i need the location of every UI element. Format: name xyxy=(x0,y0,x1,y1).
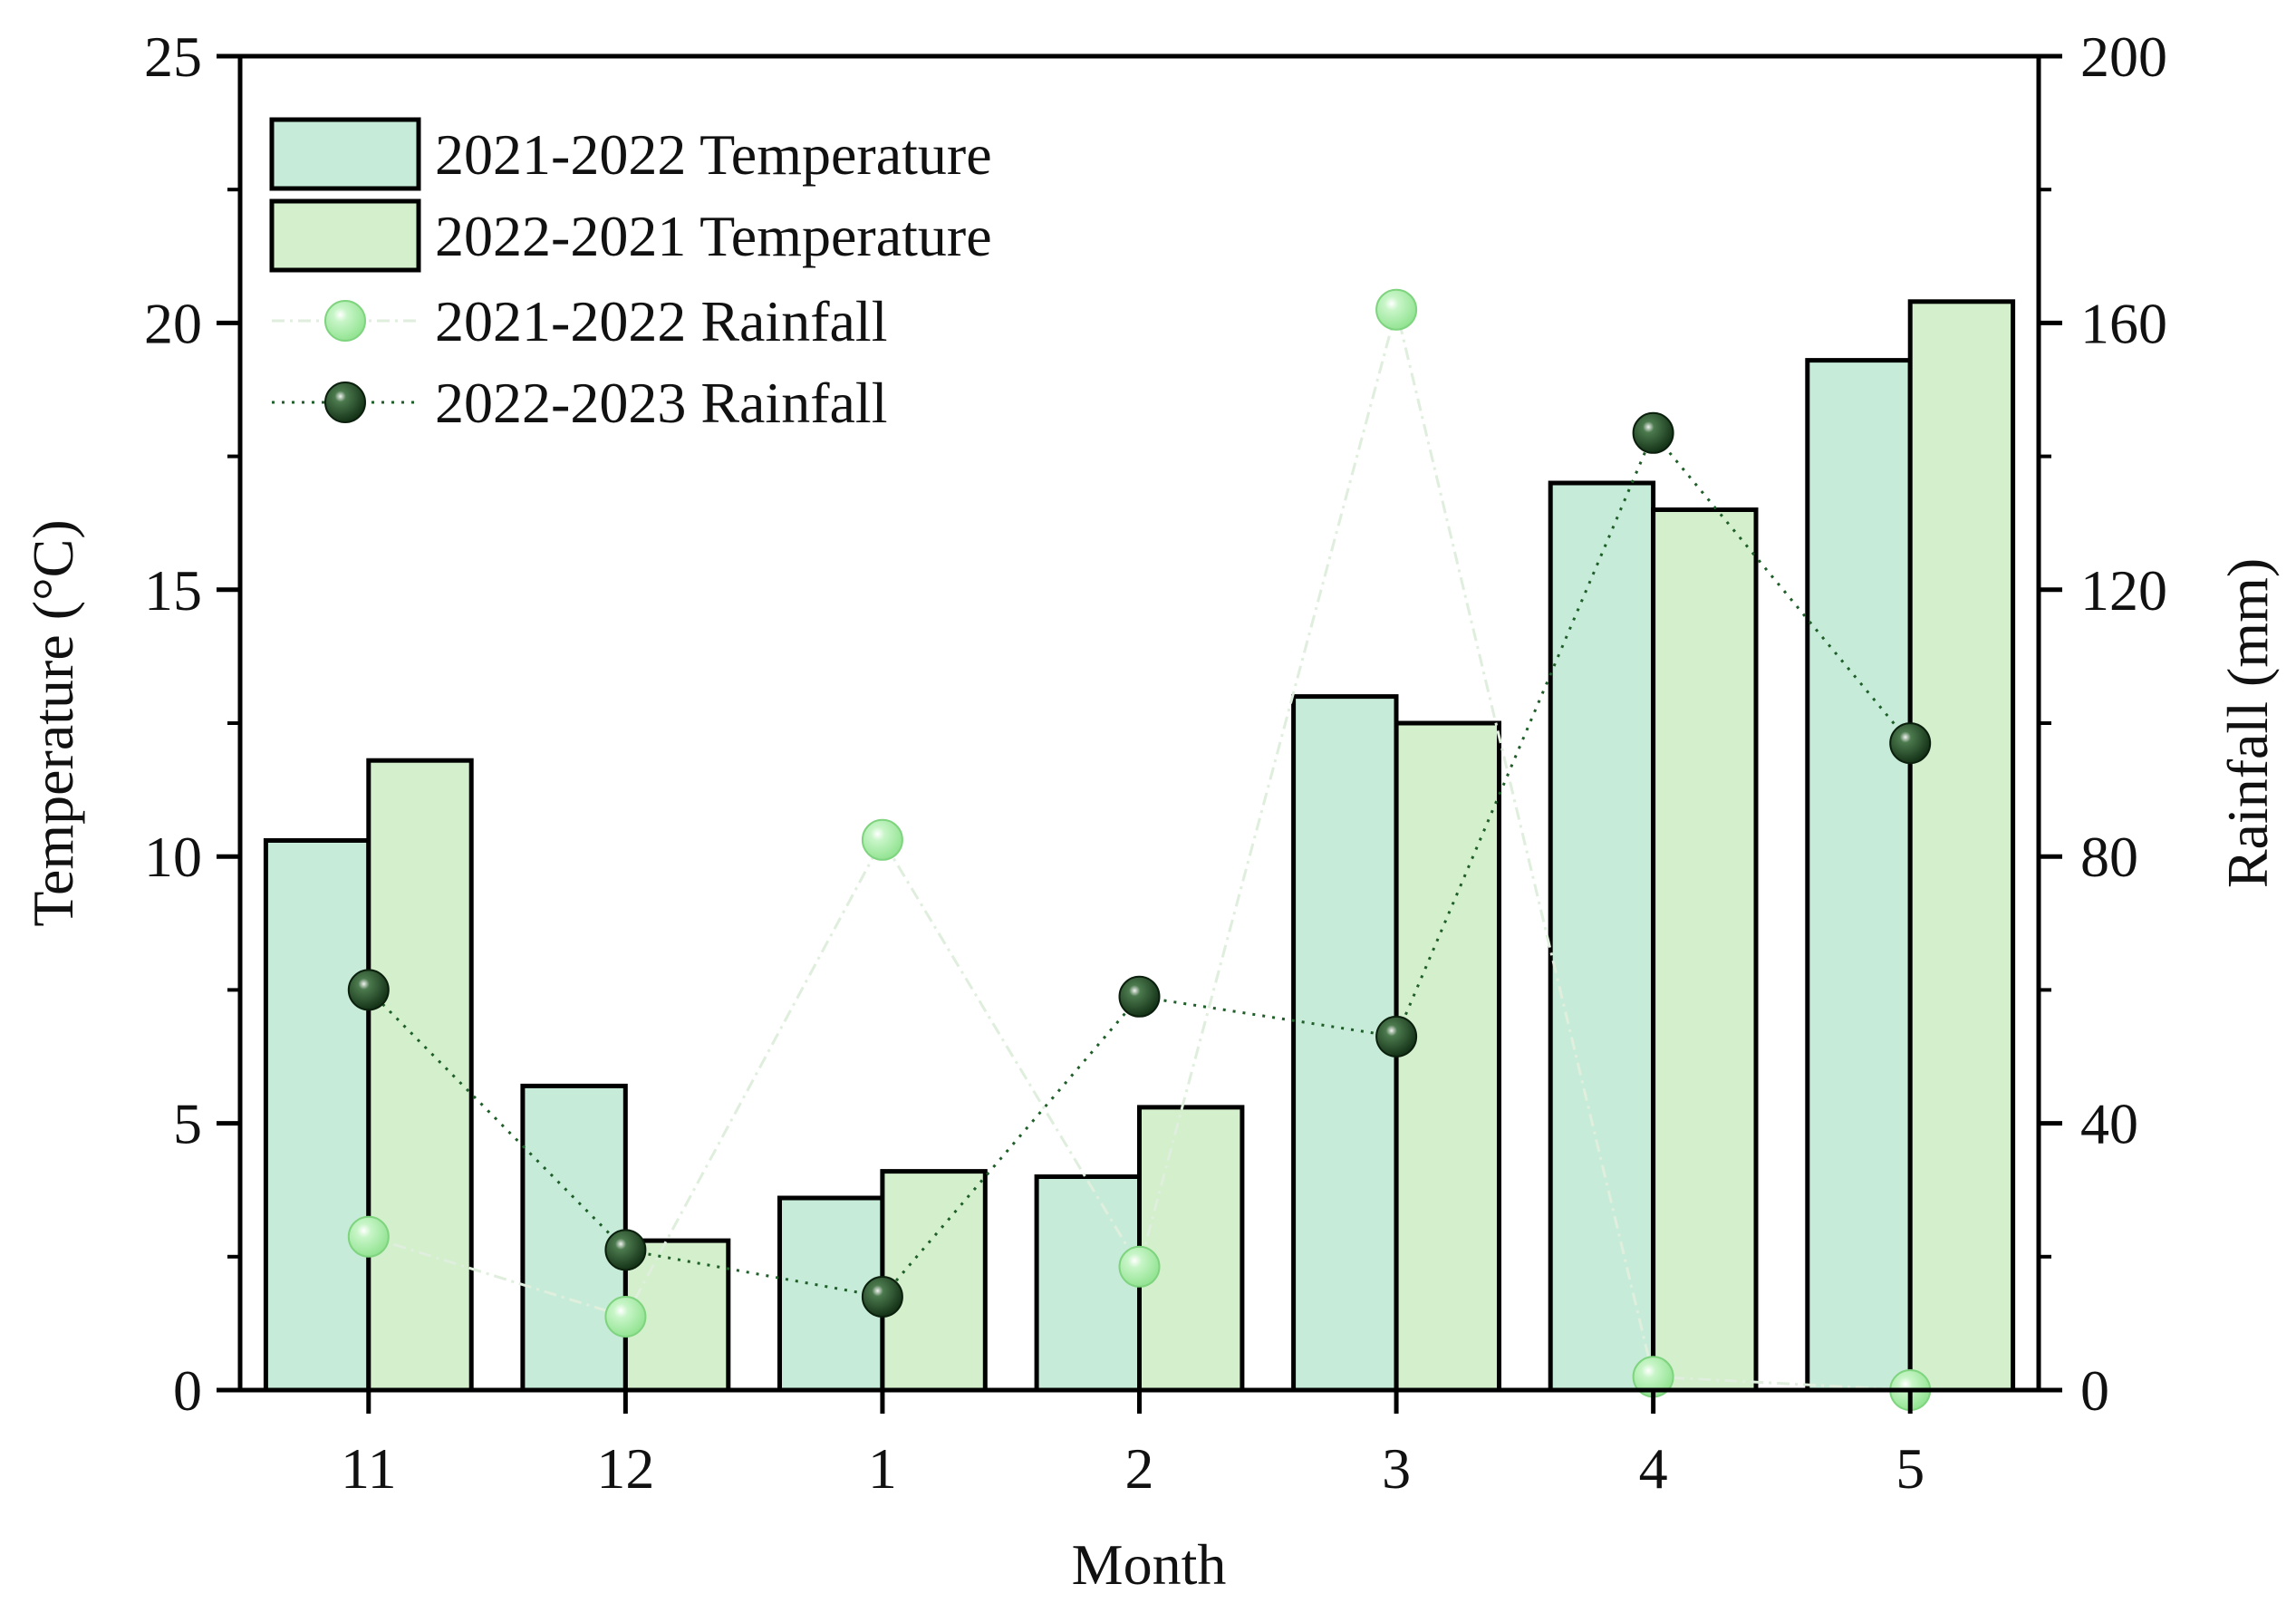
y-left-tick-label: 5 xyxy=(173,1092,202,1156)
y-left-tick-label: 0 xyxy=(173,1358,202,1423)
rainfall-point-1-2 xyxy=(1118,975,1161,1018)
x-tick-label: 11 xyxy=(341,1436,397,1501)
y-right-tick-label: 0 xyxy=(2080,1358,2109,1423)
y-left-tick-label: 20 xyxy=(144,291,202,355)
bar-series1-2 xyxy=(1137,1105,1245,1393)
legend-label-rain-1: 2022-2023 Rainfall xyxy=(435,371,887,435)
y-right-tick-label: 160 xyxy=(2080,291,2167,355)
rainfall-point-1-11 xyxy=(347,969,390,1011)
legend-label-bar-0: 2021-2022 Temperature xyxy=(435,122,992,187)
legend-swatch-bar-1 xyxy=(269,198,421,273)
bar-series0-4 xyxy=(1548,480,1656,1393)
rainfall-point-1-12 xyxy=(604,1229,647,1271)
bar-series0-12 xyxy=(520,1083,628,1393)
x-tick-label: 1 xyxy=(868,1436,897,1501)
bar-series0-2 xyxy=(1034,1174,1142,1393)
rainfall-point-0-11 xyxy=(347,1215,390,1258)
x-tick-label: 4 xyxy=(1639,1436,1668,1501)
y-right-tick-label: 120 xyxy=(2080,558,2167,623)
y-axis-right-title: Rainfall (mm) xyxy=(2215,558,2280,888)
ticks-layer xyxy=(217,53,2062,1414)
rainfall-point-0-1 xyxy=(861,818,903,861)
legend: 2021-2022 Temperature 2022-2021 Temperat… xyxy=(269,117,992,435)
y-right-tick-label: 80 xyxy=(2080,825,2138,889)
rainfall-point-0-3 xyxy=(1375,288,1418,331)
x-tick-label: 12 xyxy=(596,1436,654,1501)
rainfall-point-1-1 xyxy=(861,1276,903,1318)
bars-layer xyxy=(263,299,2016,1393)
y-left-tick-label: 25 xyxy=(144,24,202,89)
legend-marker-rain-1 xyxy=(324,382,366,423)
rainfall-point-0-12 xyxy=(604,1296,647,1338)
bar-series0-11 xyxy=(263,838,371,1393)
rainfall-point-1-3 xyxy=(1375,1015,1418,1058)
legend-label-rain-0: 2021-2022 Rainfall xyxy=(435,289,887,353)
rainfall-point-0-2 xyxy=(1118,1245,1161,1288)
markers-layer xyxy=(347,288,1932,1411)
y-right-tick-label: 200 xyxy=(2080,24,2167,89)
x-tick-label: 5 xyxy=(1896,1436,1925,1501)
x-axis-title: Month xyxy=(1072,1532,1227,1597)
rainfall-point-1-5 xyxy=(1889,722,1932,765)
x-tick-label: 2 xyxy=(1125,1436,1154,1501)
legend-label-bar-1: 2022-2021 Temperature xyxy=(435,204,992,268)
legend-marker-rain-0 xyxy=(324,300,366,342)
bar-series1-4 xyxy=(1651,507,1759,1393)
legend-swatch-bar-0 xyxy=(269,117,421,191)
y-left-tick-label: 15 xyxy=(144,558,202,623)
bar-series0-5 xyxy=(1805,358,1913,1393)
bar-series1-3 xyxy=(1394,720,1501,1393)
y-right-tick-label: 40 xyxy=(2080,1092,2138,1156)
y-axis-left-title: Temperature (°C) xyxy=(21,519,85,926)
y-left-tick-label: 10 xyxy=(144,825,202,889)
bar-series1-11 xyxy=(366,758,474,1393)
bar-series1-5 xyxy=(1907,299,2016,1393)
x-tick-label: 3 xyxy=(1382,1436,1411,1501)
rainfall-point-1-4 xyxy=(1632,411,1674,454)
